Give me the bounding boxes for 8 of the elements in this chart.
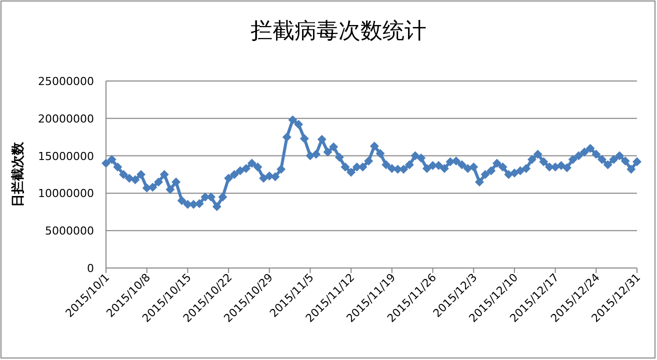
chart-title: 拦截病毒次数统计	[250, 19, 426, 44]
y-tick-label: 15000000	[38, 150, 94, 163]
y-tick-label: 20000000	[38, 112, 94, 126]
y-tick-label: 10000000	[38, 187, 94, 200]
y-tick-label: 0	[87, 262, 94, 275]
y-tick-label: 25000000	[38, 75, 94, 88]
y-axis-title: 日拦截次数	[10, 141, 26, 207]
y-tick-label: 5000000	[45, 224, 94, 238]
